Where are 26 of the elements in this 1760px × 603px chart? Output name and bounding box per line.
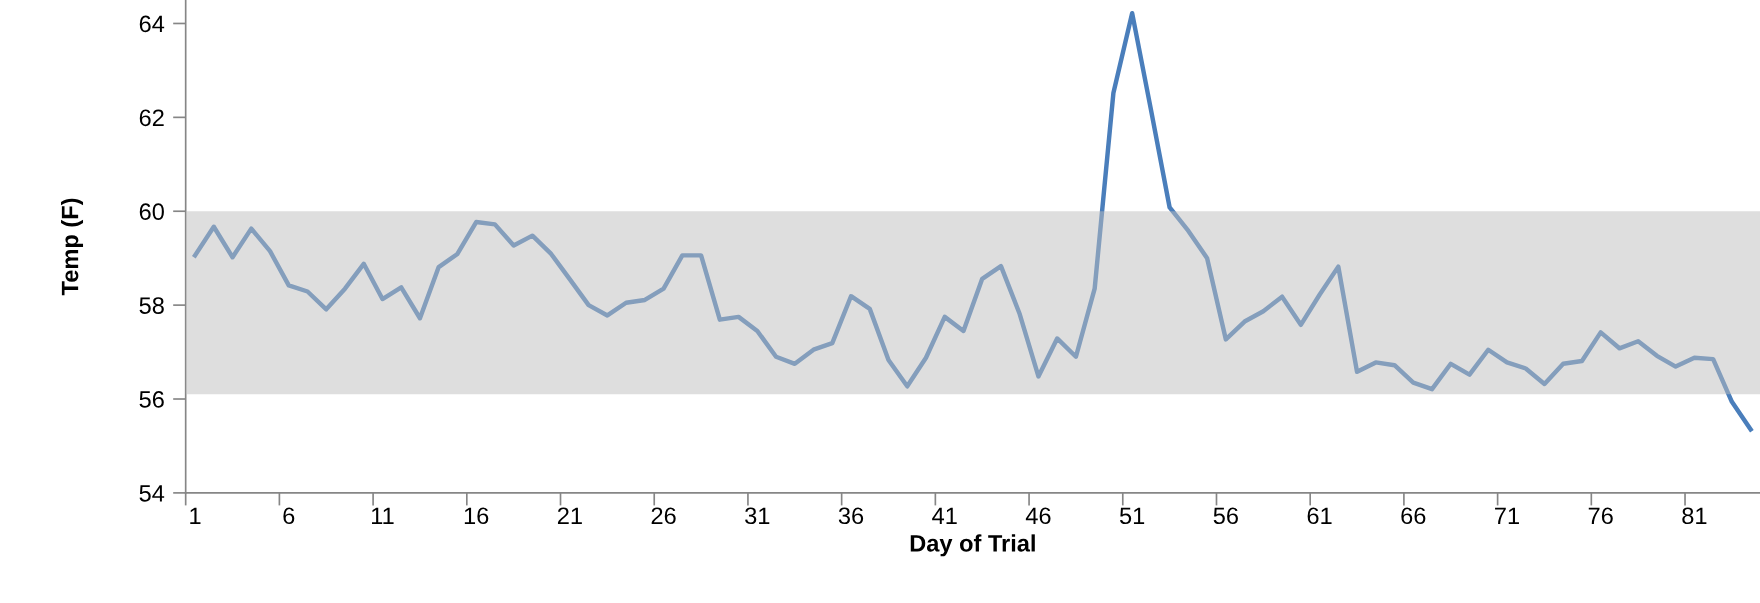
x-tick-label: 71 [1495, 507, 1519, 524]
x-tick-label: 26 [651, 507, 676, 525]
y-tick-label: 62 [139, 109, 164, 127]
x-tick-label: 76 [1588, 507, 1613, 525]
y-tick-label: 60 [139, 203, 164, 221]
y-axis-title: Temp (F) [61, 198, 84, 296]
x-tick-label: 61 [1307, 507, 1332, 525]
y-tick-label: 64 [139, 15, 165, 33]
x-tick-label: 6 [283, 507, 295, 525]
line-series [192, 10, 1753, 432]
x-tick-label: 56 [1213, 507, 1238, 525]
x-tick-label: 46 [1025, 507, 1051, 525]
x-tick-label: 66 [1401, 507, 1426, 525]
x-tick-label: 51 [1119, 507, 1145, 525]
x-tick-label: 16 [464, 507, 489, 525]
y-tick-label: 58 [139, 297, 164, 314]
x-tick-label: 1 [190, 507, 201, 524]
x-tick-label: 21 [557, 507, 582, 524]
x-axis-title: Day of Trial [910, 534, 1035, 557]
x-tick-label: 36 [838, 507, 864, 525]
y-tick-label: 56 [139, 391, 164, 408]
x-tick-label: 11 [372, 507, 394, 524]
x-tick-label: 41 [932, 507, 957, 524]
x-tick-label: 31 [745, 507, 770, 525]
x-tick-label: 81 [1682, 507, 1707, 525]
y-tick-label: 54 [139, 485, 165, 502]
